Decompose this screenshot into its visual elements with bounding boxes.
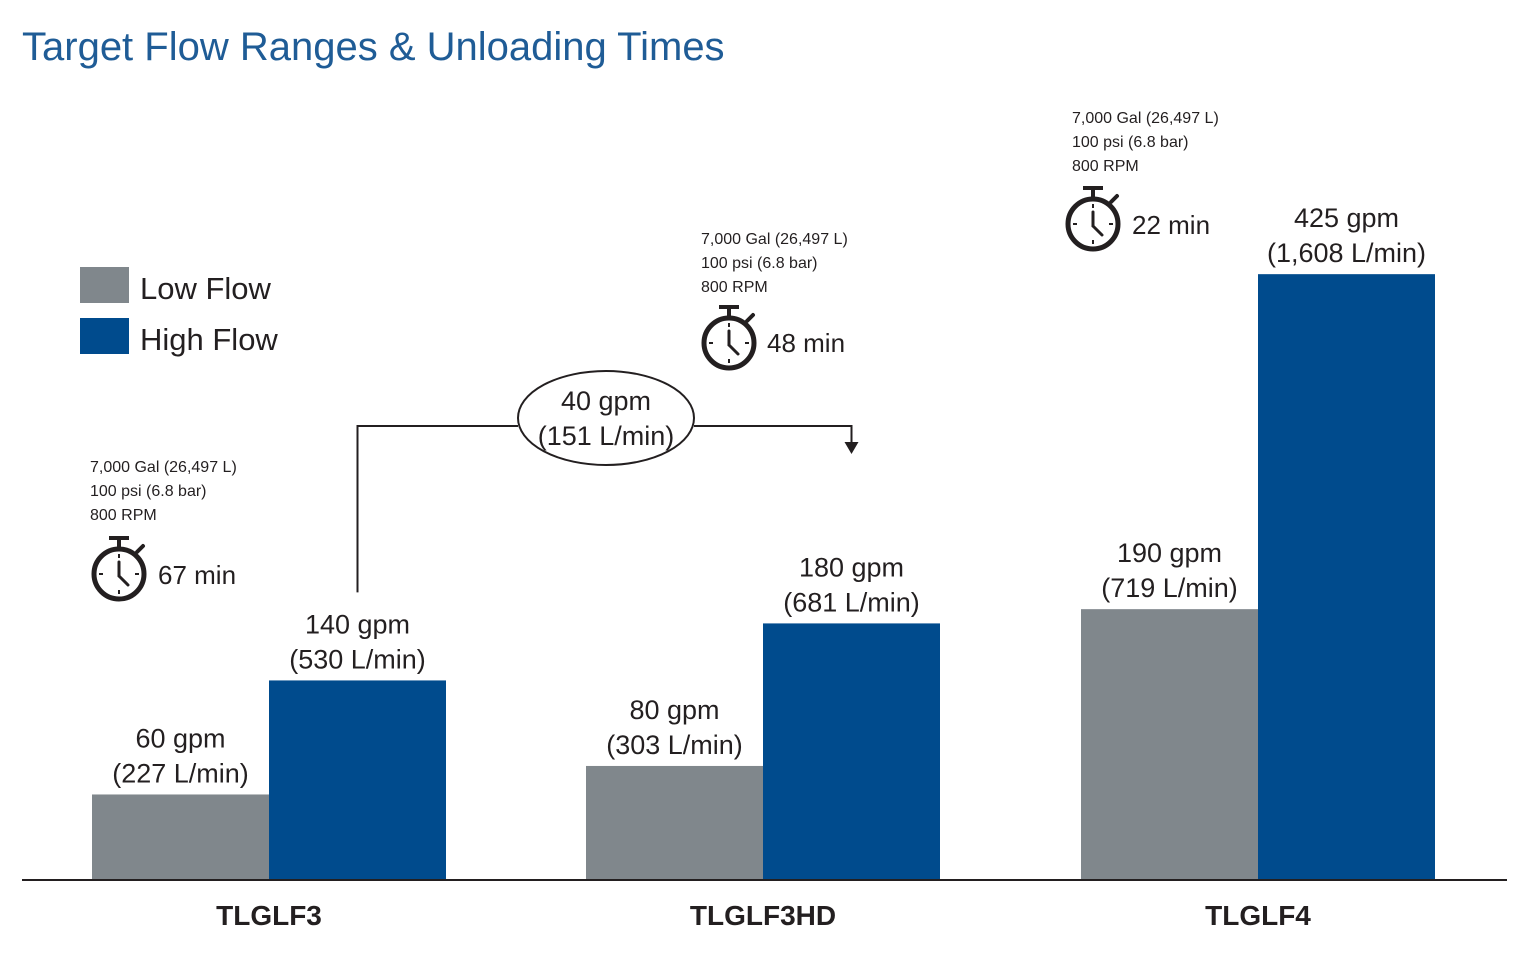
stopwatch-icon: [701, 305, 757, 371]
bar-label-tlglf3hd-low-flow: 80 gpm (303 L/min): [606, 695, 743, 760]
bar-value-labels: 60 gpm (227 L/min) 140 gpm (530 L/min) 80 gp…: [112, 203, 1426, 788]
bar-label-tlglf3hd-high-flow: 180 gpm (681 L/min): [783, 552, 920, 617]
spec-annotations: 7,000 Gal (26,497 L) 100 psi (6.8 bar) 800…: [90, 110, 1219, 602]
bar-label-tlglf4-low-flow: 190 gpm (719 L/min): [1101, 538, 1238, 603]
legend-label-low-flow: Low Flow: [140, 271, 272, 306]
legend-label-high-flow: High Flow: [140, 322, 278, 357]
bar-tlglf3-high-flow: [269, 680, 446, 880]
legend-swatch-low-flow: [80, 267, 129, 303]
bar-label-tlglf3-high-flow: 140 gpm (530 L/min): [289, 609, 426, 674]
category-label-tlglf3hd: TLGLF3HD: [690, 900, 836, 931]
difference-annotation: 40 gpm (151 L/min): [356, 370, 859, 593]
bar-tlglf4-low-flow: [1081, 609, 1258, 880]
legend-swatch-high-flow: [80, 318, 129, 354]
spec-text-tlglf3: 7,000 Gal (26,497 L) 100 psi (6.8 bar) 800…: [90, 459, 237, 524]
arrow-down-icon: [844, 442, 859, 454]
category-label-tlglf3: TLGLF3: [216, 900, 322, 931]
bar-tlglf3hd-low-flow: [586, 765, 763, 880]
unload-time-tlglf3hd: 48 min: [767, 328, 845, 358]
stopwatch-icon: [91, 536, 147, 602]
spec-text-tlglf3hd: 7,000 Gal (26,497 L) 100 psi (6.8 bar) 800…: [701, 231, 848, 296]
legend: Low Flow High Flow: [80, 267, 278, 357]
category-label-tlglf4: TLGLF4: [1205, 900, 1311, 931]
bar-tlglf3-low-flow: [92, 794, 269, 880]
spec-text-tlglf4: 7,000 Gal (26,497 L) 100 psi (6.8 bar) 800…: [1072, 110, 1219, 175]
difference-label: 40 gpm (151 L/min): [538, 386, 675, 451]
connector-line-right: [694, 425, 853, 443]
category-labels: TLGLF3 TLGLF3HD TLGLF4: [216, 900, 1311, 931]
connector-line-left: [356, 425, 518, 593]
bar-tlglf3hd-high-flow: [763, 623, 940, 880]
unload-time-tlglf3: 67 min: [158, 560, 236, 590]
stopwatch-icon: [1065, 186, 1121, 252]
bar-label-tlglf3-low-flow: 60 gpm (227 L/min): [112, 723, 249, 788]
difference-ellipse: [517, 370, 695, 466]
chart-title: Target Flow Ranges & Unloading Times: [22, 25, 725, 69]
bar-label-tlglf4-high-flow: 425 gpm (1,608 L/min): [1267, 203, 1426, 268]
bars: [92, 274, 1435, 881]
unload-time-tlglf4: 22 min: [1132, 210, 1210, 240]
bar-tlglf4-high-flow: [1258, 274, 1435, 881]
